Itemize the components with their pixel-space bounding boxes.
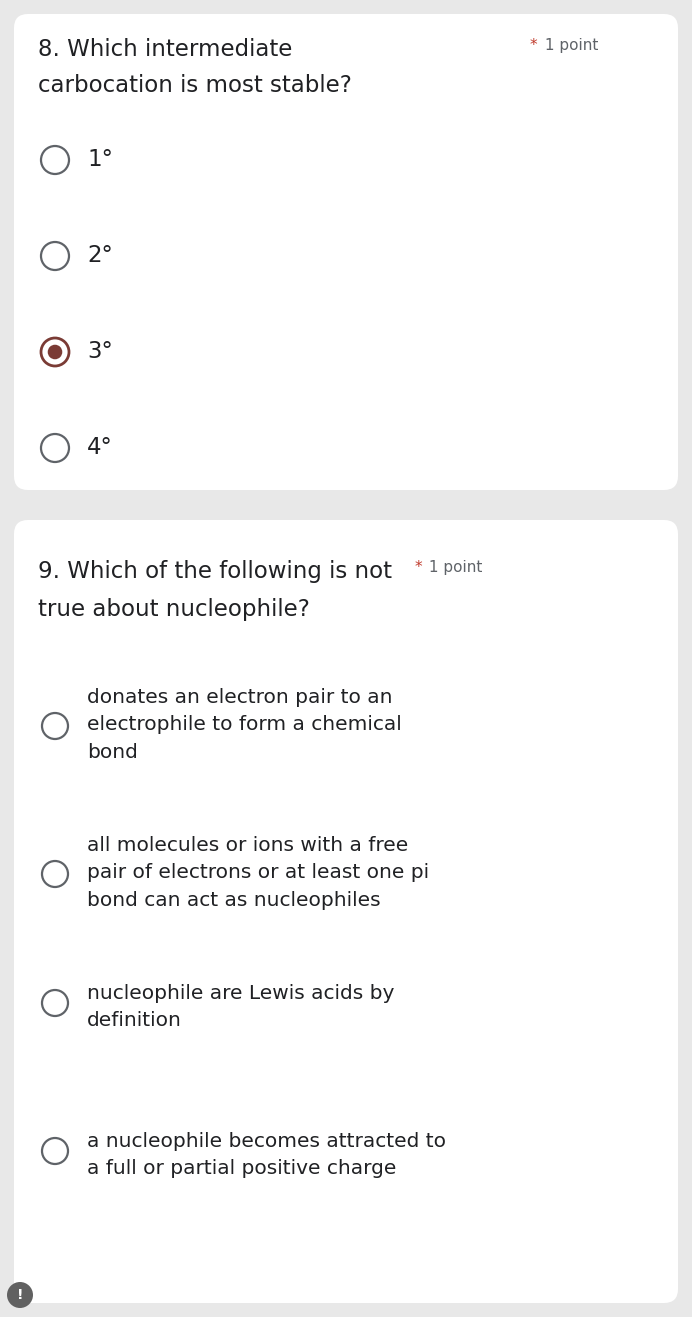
Text: *: * — [415, 560, 423, 576]
Text: carbocation is most stable?: carbocation is most stable? — [38, 74, 352, 97]
Text: 2°: 2° — [87, 245, 113, 267]
Circle shape — [7, 1281, 33, 1308]
Text: 1°: 1° — [87, 149, 113, 171]
Text: true about nucleophile?: true about nucleophile? — [38, 598, 310, 622]
Text: *: * — [530, 38, 538, 53]
Circle shape — [48, 345, 62, 360]
FancyBboxPatch shape — [14, 520, 678, 1303]
Text: 1 point: 1 point — [540, 38, 599, 53]
Text: nucleophile are Lewis acids by
definition: nucleophile are Lewis acids by definitio… — [87, 984, 394, 1030]
Text: 3°: 3° — [87, 341, 113, 363]
Text: 9. Which of the following is not: 9. Which of the following is not — [38, 560, 392, 583]
Text: all molecules or ions with a free
pair of electrons or at least one pi
bond can : all molecules or ions with a free pair o… — [87, 836, 429, 910]
Text: 1 point: 1 point — [424, 560, 482, 576]
FancyBboxPatch shape — [14, 14, 678, 490]
Text: donates an electron pair to an
electrophile to form a chemical
bond: donates an electron pair to an electroph… — [87, 687, 402, 761]
Text: 8. Which intermediate: 8. Which intermediate — [38, 38, 293, 61]
Text: a nucleophile becomes attracted to
a full or partial positive charge: a nucleophile becomes attracted to a ful… — [87, 1133, 446, 1179]
Text: !: ! — [17, 1288, 24, 1303]
Text: 4°: 4° — [87, 436, 113, 460]
